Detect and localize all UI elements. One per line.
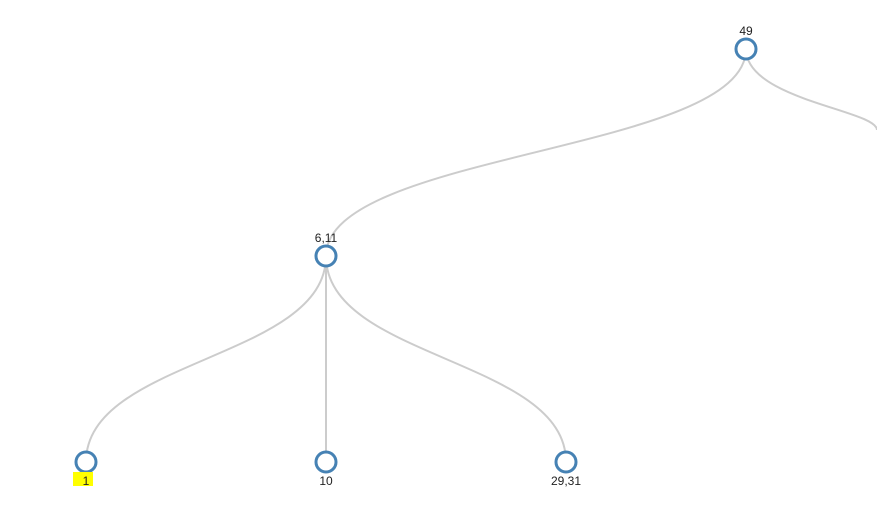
node-circle-leaf-1[interactable] xyxy=(74,450,98,474)
link-root-to-node-6-11 xyxy=(325,48,747,257)
links-layer xyxy=(85,48,877,463)
tree-node-leaf-1[interactable]: 1 xyxy=(73,450,98,488)
link-node-6-11-to-leaf-1 xyxy=(85,255,327,463)
tree-node-root[interactable]: 49 xyxy=(734,24,758,61)
link-node-6-11-to-leaf-29-31 xyxy=(325,255,567,463)
node-label-leaf-1: 1 xyxy=(83,474,90,488)
node-circle-internal[interactable] xyxy=(314,244,338,268)
node-label-internal: 6,11 xyxy=(315,231,338,245)
node-circle-leaf-29-31[interactable] xyxy=(554,450,578,474)
tree-node-leaf-29-31[interactable]: 29,31 xyxy=(551,450,581,488)
node-circle-leaf-10[interactable] xyxy=(314,450,338,474)
node-circle-root[interactable] xyxy=(734,37,758,61)
node-label-leaf-10: 10 xyxy=(319,474,333,488)
link-root-to-offscreen-child xyxy=(745,48,877,131)
node-label-leaf-29-31: 29,31 xyxy=(551,474,581,488)
highlight-marker xyxy=(73,472,93,486)
tree-node-internal[interactable]: 6,11 xyxy=(314,231,338,268)
tree-node-leaf-10[interactable]: 10 xyxy=(314,450,338,488)
node-label-root: 49 xyxy=(739,24,753,38)
